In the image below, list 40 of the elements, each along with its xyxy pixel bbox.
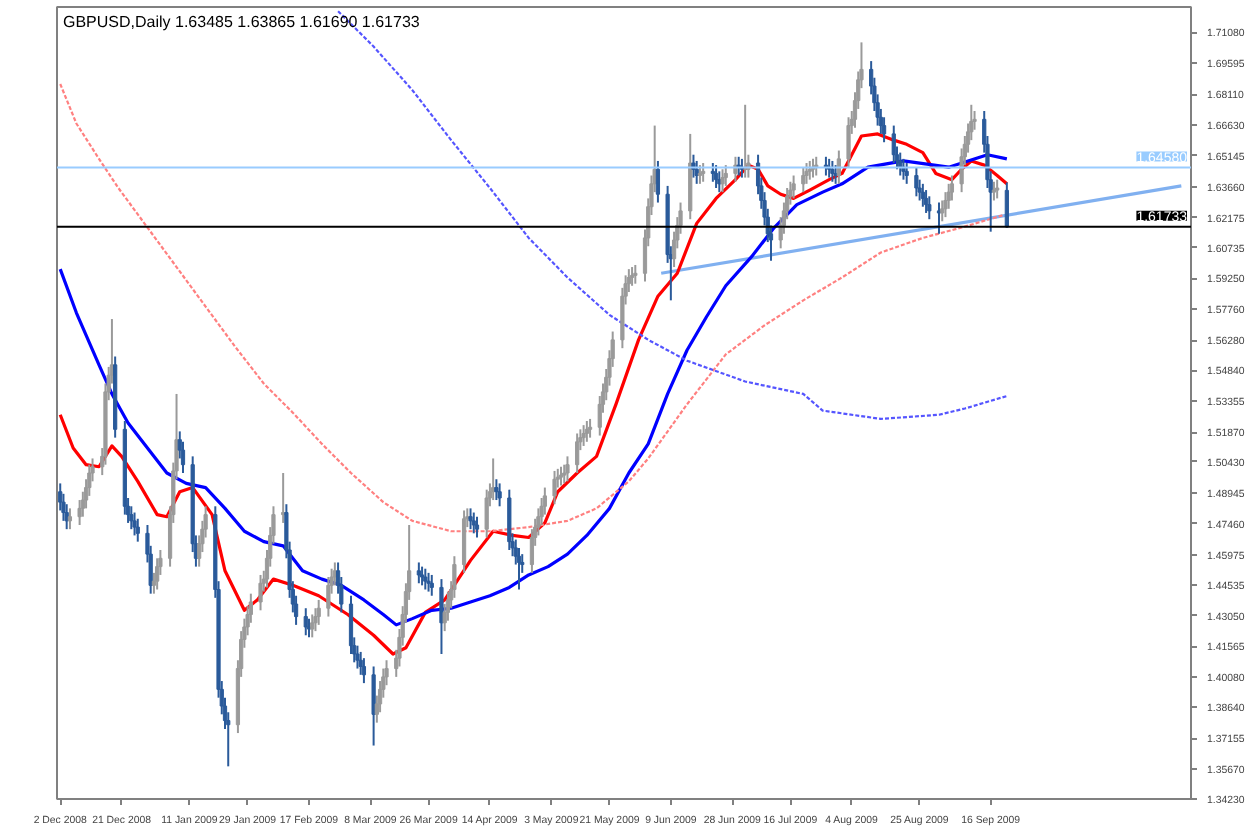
candlestick	[419, 565, 425, 587]
candlestick	[439, 578, 444, 655]
candlestick	[713, 164, 719, 189]
candlestick	[587, 417, 593, 439]
candlestick	[804, 162, 809, 185]
candlestick	[830, 159, 835, 183]
candlestick	[943, 191, 948, 219]
candlestick	[348, 594, 354, 655]
candlestick	[814, 155, 819, 177]
candlestick	[701, 162, 706, 183]
candlestick	[461, 509, 467, 574]
chart-title: GBPUSD,Daily 1.63485 1.63865 1.61690 1.61733	[63, 13, 421, 31]
candlestick	[552, 469, 557, 506]
candlestick	[67, 507, 73, 531]
candlestick	[697, 164, 703, 185]
candlestick	[991, 180, 997, 202]
candlestick	[801, 166, 806, 194]
candlestick	[633, 263, 638, 285]
candlestick	[655, 159, 661, 204]
candlestick	[326, 576, 331, 618]
candlestick	[361, 657, 367, 685]
candlestick	[474, 515, 480, 539]
candlestick	[995, 178, 1000, 200]
candlestick	[1004, 181, 1009, 229]
candlestick	[539, 496, 544, 527]
candlestick	[823, 155, 829, 177]
candlestick	[565, 455, 570, 483]
candlestick	[949, 174, 955, 202]
candlestick	[313, 607, 318, 633]
candlestick	[371, 665, 376, 747]
candlestick	[736, 155, 741, 177]
candlestick	[494, 478, 499, 502]
candlestick	[516, 546, 522, 591]
candlestick	[497, 482, 502, 508]
candlestick	[426, 571, 431, 593]
candlestick	[720, 168, 725, 194]
candlestick	[423, 567, 428, 591]
candlestick	[303, 607, 308, 637]
candlestick	[416, 561, 421, 585]
candlestick	[833, 164, 838, 185]
